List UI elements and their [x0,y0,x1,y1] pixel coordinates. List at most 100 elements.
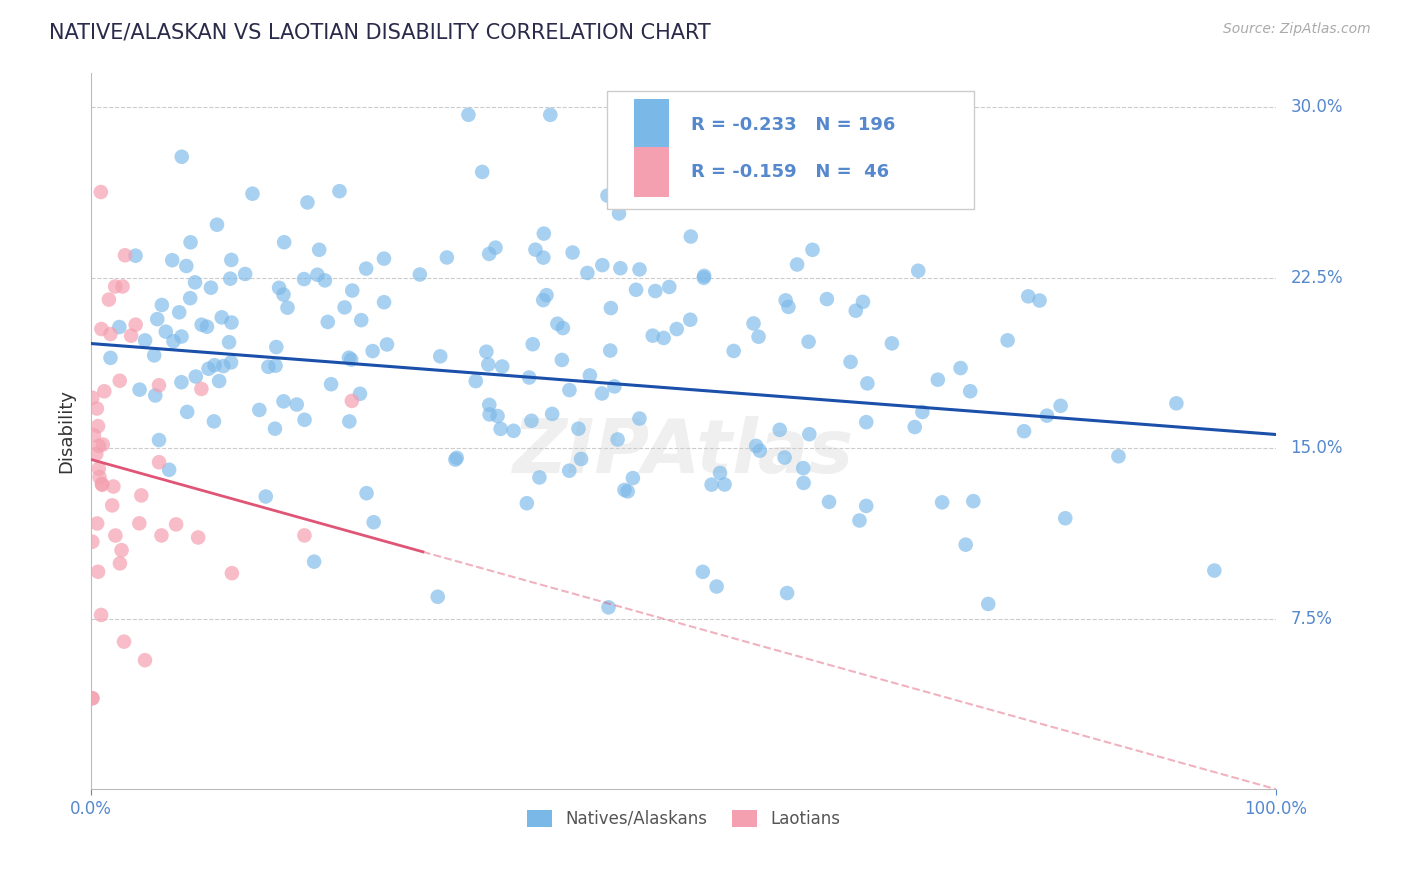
Point [522,337,544,351]
Point [302,555,325,569]
Point [124,249,146,263]
Point [792,461,814,475]
Point [576,266,599,280]
Point [375,337,398,351]
Point [110,543,132,558]
Point [579,368,602,383]
FancyBboxPatch shape [634,147,669,197]
Point [86,401,108,416]
Point [1166,396,1188,410]
Point [337,414,360,428]
Point [114,248,136,262]
Point [591,386,613,401]
Point [363,515,385,529]
Point [187,531,209,545]
Point [486,409,509,423]
Point [90,185,112,199]
Point [658,280,681,294]
Point [520,414,543,428]
Point [852,294,875,309]
Point [170,376,193,390]
Point [87,439,110,453]
Point [775,293,797,308]
Point [143,388,166,402]
Point [170,150,193,164]
Point [538,108,561,122]
Point [546,317,568,331]
Point [516,496,538,510]
Point [340,352,363,367]
Point [745,439,768,453]
Point [87,419,110,434]
Point [1049,399,1071,413]
Point [108,374,131,388]
Point [799,427,821,442]
Point [285,397,308,411]
Point [212,359,235,373]
Point [350,313,373,327]
Point [307,268,329,282]
Point [776,586,799,600]
Text: R = -0.233   N = 196: R = -0.233 N = 196 [690,116,896,134]
Point [184,276,207,290]
Point [624,283,647,297]
Legend: Natives/Alaskans, Laotians: Natives/Alaskans, Laotians [520,803,848,835]
Point [478,398,501,412]
Point [1036,409,1059,423]
Point [606,433,628,447]
Point [820,179,842,194]
Point [693,270,716,285]
Point [208,374,231,388]
Point [197,361,219,376]
Point [333,301,356,315]
Point [773,450,796,465]
Point [128,383,150,397]
Point [242,186,264,201]
Point [89,470,111,484]
Point [1017,289,1039,303]
Point [706,580,728,594]
Point [599,343,621,358]
Point [609,261,631,276]
Point [120,328,142,343]
Point [179,291,201,305]
Point [176,259,198,273]
Point [855,499,877,513]
Point [949,361,972,376]
Point [373,252,395,266]
Point [839,355,862,369]
Point [551,321,574,335]
Point [162,334,184,349]
Point [297,195,319,210]
Point [157,463,180,477]
Text: 22.5%: 22.5% [1291,268,1343,286]
Point [644,284,666,298]
Point [233,267,256,281]
Point [100,326,122,341]
Point [551,353,574,368]
Point [652,331,675,345]
Point [955,538,977,552]
Point [221,252,243,267]
Point [148,455,170,469]
Point [1054,511,1077,525]
Y-axis label: Disability: Disability [58,389,75,473]
Point [977,597,1000,611]
Point [180,235,202,250]
Text: 15.0%: 15.0% [1291,439,1343,458]
Point [531,251,554,265]
Point [294,528,316,542]
Point [273,394,295,409]
Point [294,413,316,427]
Point [148,433,170,447]
Point [361,344,384,359]
Point [143,348,166,362]
Point [478,247,501,261]
Point [927,373,949,387]
Text: 7.5%: 7.5% [1291,610,1331,628]
Point [616,484,638,499]
Point [150,298,173,312]
Point [204,358,226,372]
Point [90,476,112,491]
Point [855,415,877,429]
